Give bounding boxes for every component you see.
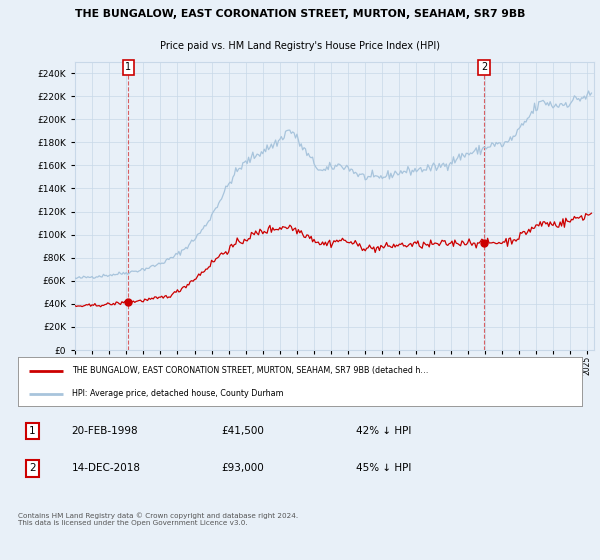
Text: 2: 2 [29, 464, 35, 473]
Text: 2: 2 [481, 62, 487, 72]
Text: 42% ↓ HPI: 42% ↓ HPI [356, 426, 412, 436]
Text: 45% ↓ HPI: 45% ↓ HPI [356, 464, 412, 473]
Text: Price paid vs. HM Land Registry's House Price Index (HPI): Price paid vs. HM Land Registry's House … [160, 41, 440, 51]
Text: 20-FEB-1998: 20-FEB-1998 [71, 426, 138, 436]
Text: 1: 1 [29, 426, 35, 436]
Text: Contains HM Land Registry data © Crown copyright and database right 2024.
This d: Contains HM Land Registry data © Crown c… [18, 512, 298, 526]
Text: THE BUNGALOW, EAST CORONATION STREET, MURTON, SEAHAM, SR7 9BB: THE BUNGALOW, EAST CORONATION STREET, MU… [75, 9, 525, 19]
Text: £93,000: £93,000 [221, 464, 264, 473]
Text: HPI: Average price, detached house, County Durham: HPI: Average price, detached house, Coun… [71, 389, 283, 398]
Text: 1: 1 [125, 62, 131, 72]
Text: THE BUNGALOW, EAST CORONATION STREET, MURTON, SEAHAM, SR7 9BB (detached h…: THE BUNGALOW, EAST CORONATION STREET, MU… [71, 366, 428, 375]
Text: 14-DEC-2018: 14-DEC-2018 [71, 464, 140, 473]
Text: £41,500: £41,500 [221, 426, 264, 436]
